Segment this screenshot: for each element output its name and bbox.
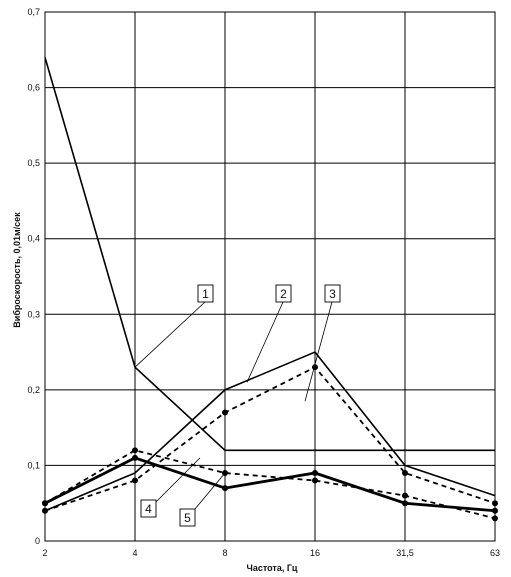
series-3-point	[222, 409, 228, 416]
x-tick-label: 4	[132, 548, 137, 558]
series-5-point	[492, 507, 498, 514]
series-line-1	[44, 57, 495, 452]
series-5-point	[42, 500, 48, 507]
series-3-point	[42, 507, 48, 514]
y-tick-label: 0,4	[27, 234, 40, 244]
x-tick-label: 63	[490, 548, 500, 558]
tick-layer: 0 0,1 0,2 0,3 0,4 0,5 0,6 0,7 2 4 8 16 31,5 63	[27, 7, 500, 558]
callout-label: 1	[202, 287, 209, 301]
series-5-point	[402, 500, 408, 507]
series-line-3	[44, 366, 496, 512]
series-5-point	[312, 469, 318, 476]
callout-label: 2	[280, 287, 287, 301]
y-tick-label: 0,2	[27, 385, 40, 395]
y-axis-label: Виброскорость, 0,01м/сек	[12, 212, 22, 328]
y-tick-label: 0,5	[27, 158, 40, 168]
x-axis-label: Частота, Гц	[247, 563, 298, 573]
callout-label: 4	[145, 502, 152, 516]
callout-leader-line	[154, 457, 201, 504]
y-tick-label: 0,1	[27, 460, 40, 470]
series-line-5	[44, 456, 496, 513]
callout-box	[140, 499, 157, 518]
y-tick-label: 0,7	[27, 7, 40, 17]
callout-layer: 1 2 3 4 5	[134, 284, 341, 527]
x-tick-label: 8	[222, 548, 227, 558]
series-5-point	[222, 485, 228, 492]
callout-box	[179, 508, 196, 527]
y-tick-label: 0,6	[27, 83, 40, 93]
callout-leader-line	[194, 472, 226, 510]
series-3-point	[492, 500, 498, 507]
callout-box	[324, 284, 341, 303]
series-line-4	[44, 449, 496, 520]
x-tick-label: 2	[42, 548, 47, 558]
series-3-point	[132, 477, 138, 484]
series-4-point	[132, 447, 138, 454]
callout-label: 3	[329, 287, 336, 301]
callout-label: 5	[184, 511, 191, 525]
series-layer	[42, 57, 498, 522]
y-tick-label: 0,3	[27, 309, 40, 319]
plot-frame	[44, 11, 496, 542]
callout-leader-line	[304, 301, 333, 402]
x-tick-label: 31,5	[396, 548, 414, 558]
series-4-point	[492, 515, 498, 522]
series-5-point	[132, 454, 138, 461]
series-3-point	[402, 469, 408, 476]
callout-leader-line	[134, 301, 206, 368]
series-4-point	[312, 477, 318, 484]
x-tick-label: 16	[310, 548, 320, 558]
y-tick-label: 0	[35, 536, 40, 546]
grid	[44, 11, 496, 542]
callout-box	[197, 284, 214, 303]
callout-leader-line	[246, 301, 284, 383]
series-4-point	[402, 492, 408, 499]
series-line-2	[44, 351, 496, 512]
callout-box	[275, 284, 292, 303]
